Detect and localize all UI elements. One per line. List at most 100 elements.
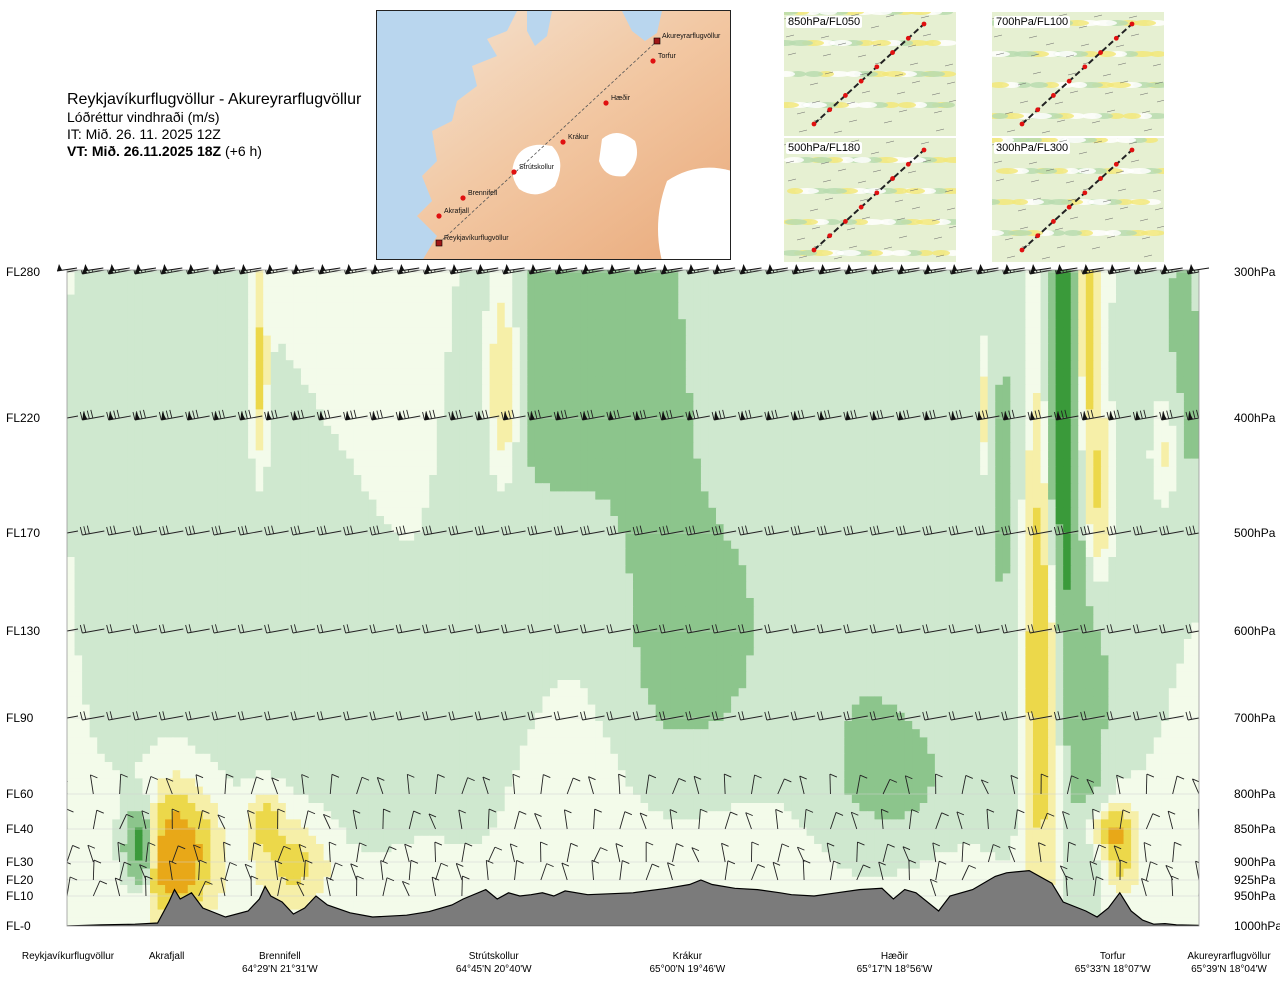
field-cell — [497, 499, 506, 509]
field-cell — [157, 368, 166, 378]
field-cell — [648, 417, 657, 427]
field-cell — [233, 278, 242, 287]
field-cell — [421, 368, 430, 378]
field-cell — [383, 368, 393, 378]
field-cell — [633, 491, 642, 501]
field-cell — [1085, 384, 1094, 394]
field-cell — [1176, 368, 1185, 378]
field-cell — [353, 507, 362, 517]
field-cell — [829, 335, 838, 345]
field-cell — [919, 384, 928, 394]
field-cell — [497, 294, 506, 304]
field-cell — [814, 319, 823, 328]
field-cell — [361, 507, 370, 517]
field-cell — [972, 450, 981, 460]
field-cell — [1055, 417, 1064, 427]
field-cell — [172, 458, 181, 468]
field-cell — [942, 384, 951, 394]
field-cell — [1168, 327, 1177, 337]
field-cell — [700, 368, 710, 378]
field-cell — [187, 302, 196, 312]
field-cell — [746, 466, 755, 476]
field-cell — [633, 442, 642, 451]
field-cell — [753, 368, 762, 378]
mini-map-barb — [1004, 237, 1014, 241]
mini-map-field — [866, 157, 882, 163]
field-cell — [549, 311, 559, 320]
field-cell — [74, 434, 83, 443]
field-cell — [995, 458, 1004, 468]
field-cell — [640, 475, 649, 484]
field-cell — [1108, 393, 1117, 402]
field-cell — [934, 335, 944, 345]
field-cell — [225, 507, 234, 517]
field-cell — [821, 475, 830, 484]
field-cell — [836, 491, 845, 501]
field-cell — [474, 466, 483, 476]
field-cell — [97, 352, 106, 361]
field-cell — [814, 466, 823, 476]
field-cell — [595, 384, 604, 394]
field-cell — [255, 491, 264, 501]
field-cell — [1078, 278, 1087, 287]
field-cell — [202, 458, 211, 468]
field-cell — [1176, 270, 1185, 279]
field-cell — [866, 434, 876, 443]
field-cell — [1100, 425, 1110, 435]
field-cell — [338, 335, 347, 345]
field-cell — [353, 368, 362, 378]
field-cell — [776, 311, 785, 320]
field-cell — [882, 409, 891, 419]
field-cell — [1183, 335, 1193, 345]
field-cell — [663, 442, 672, 451]
field-cell — [391, 335, 400, 345]
field-cell — [1055, 302, 1064, 312]
field-cell — [383, 401, 393, 410]
field-cell — [74, 409, 83, 419]
field-cell — [308, 294, 317, 304]
field-cell — [934, 466, 944, 476]
field-cell — [716, 286, 725, 296]
field-cell — [142, 278, 151, 287]
field-cell — [663, 278, 672, 287]
field-cell — [308, 491, 317, 501]
field-cell — [67, 352, 76, 361]
field-cell — [308, 311, 317, 320]
field-cell — [278, 409, 287, 419]
field-cell — [406, 401, 415, 410]
field-cell — [1153, 270, 1162, 279]
field-cell — [806, 278, 815, 287]
field-cell — [255, 507, 264, 517]
field-cell — [965, 352, 974, 361]
field-cell — [1040, 302, 1049, 312]
field-cell — [821, 302, 830, 312]
field-cell — [1183, 434, 1193, 443]
field-cell — [1191, 475, 1199, 484]
field-cell — [519, 368, 528, 378]
field-cell — [776, 409, 785, 419]
mini-map-field — [790, 71, 806, 77]
field-cell — [361, 360, 370, 369]
field-cell — [414, 458, 423, 468]
mini-map-route — [813, 149, 925, 251]
field-cell — [255, 302, 264, 312]
field-cell — [225, 270, 234, 279]
field-cell — [399, 302, 408, 312]
field-cell — [716, 376, 725, 386]
field-cell — [172, 302, 181, 312]
field-cell — [972, 327, 981, 337]
field-cell — [889, 311, 898, 320]
field-cell — [527, 327, 536, 337]
field-cell — [104, 368, 113, 378]
field-cell — [731, 319, 740, 328]
field-cell — [1115, 499, 1125, 509]
field-cell — [542, 327, 551, 337]
field-cell — [1025, 278, 1034, 287]
field-cell — [942, 466, 951, 476]
field-cell — [889, 458, 898, 468]
field-cell — [761, 466, 770, 476]
field-cell — [89, 499, 98, 509]
field-cell — [368, 491, 378, 501]
field-cell — [723, 425, 732, 435]
field-cell — [557, 360, 566, 369]
